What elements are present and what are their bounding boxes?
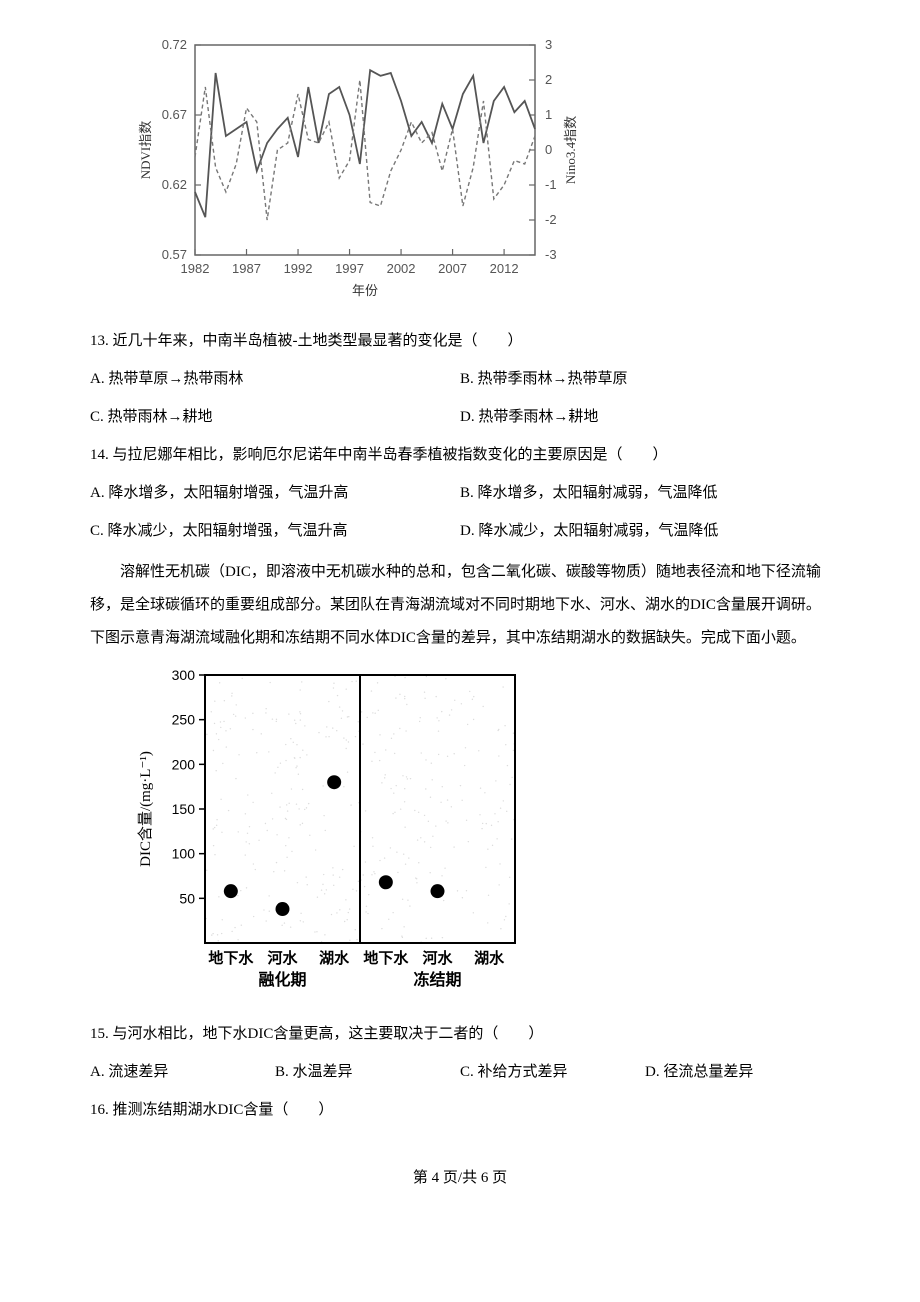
page-footer: 第 4 页/共 6 页	[90, 1162, 830, 1195]
svg-text:DIC含量/(mg·L⁻¹): DIC含量/(mg·L⁻¹)	[137, 751, 154, 867]
svg-text:300: 300	[172, 667, 196, 683]
svg-text:-2: -2	[545, 212, 557, 227]
q13-options-row2: C. 热带雨林→耕地 D. 热带季雨林→耕地	[90, 401, 830, 434]
svg-text:-1: -1	[545, 177, 557, 192]
chart-dic: 50100150200250300DIC含量/(mg·L⁻¹)地下水河水湖水融化…	[130, 663, 830, 1003]
q14-optB: B. 降水增多，太阳辐射减弱，气温降低	[460, 477, 830, 510]
chart1-svg: 0.57 0.62 0.67 0.72 -3 -2 -1 0 1 2 3 1982 1987 1992 19…	[130, 30, 590, 310]
svg-text:200: 200	[172, 756, 196, 772]
svg-text:250: 250	[172, 712, 196, 728]
svg-text:0.72: 0.72	[162, 37, 187, 52]
q14-optD: D. 降水减少，太阳辐射减弱，气温降低	[460, 515, 830, 548]
svg-text:3: 3	[545, 37, 552, 52]
chart2-svg: 50100150200250300DIC含量/(mg·L⁻¹)地下水河水湖水融化…	[130, 663, 530, 1003]
svg-text:河水: 河水	[422, 949, 453, 967]
svg-text:年份: 年份	[352, 283, 378, 298]
svg-text:地下水: 地下水	[208, 949, 254, 967]
svg-text:1997: 1997	[335, 261, 364, 276]
svg-text:NDVI指数: NDVI指数	[138, 121, 153, 180]
svg-text:2012: 2012	[490, 261, 519, 276]
svg-text:河水: 河水	[267, 949, 298, 967]
svg-text:地下水: 地下水	[363, 949, 409, 967]
svg-text:0: 0	[545, 142, 552, 157]
svg-text:0.62: 0.62	[162, 177, 187, 192]
svg-text:湖水: 湖水	[319, 949, 350, 967]
svg-text:1982: 1982	[181, 261, 210, 276]
q13-optA: A. 热带草原→热带雨林	[90, 363, 460, 396]
svg-text:0.57: 0.57	[162, 247, 187, 262]
svg-text:1992: 1992	[284, 261, 313, 276]
svg-text:Nino3.4指数: Nino3.4指数	[563, 116, 578, 184]
svg-text:融化期: 融化期	[258, 970, 306, 989]
svg-text:-3: -3	[545, 247, 557, 262]
q15-text: 15. 与河水相比，地下水DIC含量更高，这主要取决于二者的（ ）	[90, 1018, 830, 1051]
svg-text:冻结期: 冻结期	[413, 970, 461, 989]
q14-options-row1: A. 降水增多，太阳辐射增强，气温升高 B. 降水增多，太阳辐射减弱，气温降低	[90, 477, 830, 510]
q15-optB: B. 水温差异	[275, 1056, 460, 1089]
svg-text:150: 150	[172, 801, 196, 817]
q14-text: 14. 与拉尼娜年相比，影响厄尔尼诺年中南半岛春季植被指数变化的主要原因是（ ）	[90, 439, 830, 472]
q16-text: 16. 推测冻结期湖水DIC含量（ ）	[90, 1094, 830, 1127]
q13-options-row1: A. 热带草原→热带雨林 B. 热带季雨林→热带草原	[90, 363, 830, 396]
svg-text:2007: 2007	[438, 261, 467, 276]
svg-text:100: 100	[172, 846, 196, 862]
svg-text:湖水: 湖水	[474, 949, 505, 967]
chart-ndvi-nino: 0.57 0.62 0.67 0.72 -3 -2 -1 0 1 2 3 1982 1987 1992 19…	[130, 30, 830, 310]
q15-optA: A. 流速差异	[90, 1056, 275, 1089]
svg-text:1: 1	[545, 107, 552, 122]
q13-optD: D. 热带季雨林→耕地	[460, 401, 830, 434]
q13-optC: C. 热带雨林→耕地	[90, 401, 460, 434]
q15-options-row: A. 流速差异 B. 水温差异 C. 补给方式差异 D. 径流总量差异	[90, 1056, 830, 1089]
q14-optA: A. 降水增多，太阳辐射增强，气温升高	[90, 477, 460, 510]
passage-dic: 溶解性无机碳（DIC，即溶液中无机碳水种的总和，包含二氧化碳、碳酸等物质）随地表…	[90, 556, 830, 655]
svg-text:0.67: 0.67	[162, 107, 187, 122]
q13-text: 13. 近几十年来，中南半岛植被-土地类型最显著的变化是（ ）	[90, 325, 830, 358]
svg-text:2: 2	[545, 72, 552, 87]
q14-optC: C. 降水减少，太阳辐射增强，气温升高	[90, 515, 460, 548]
svg-text:1987: 1987	[232, 261, 261, 276]
q15-optD: D. 径流总量差异	[645, 1056, 830, 1089]
q14-options-row2: C. 降水减少，太阳辐射增强，气温升高 D. 降水减少，太阳辐射减弱，气温降低	[90, 515, 830, 548]
svg-text:2002: 2002	[387, 261, 416, 276]
q13-optB: B. 热带季雨林→热带草原	[460, 363, 830, 396]
q15-optC: C. 补给方式差异	[460, 1056, 645, 1089]
svg-text:50: 50	[179, 890, 195, 906]
